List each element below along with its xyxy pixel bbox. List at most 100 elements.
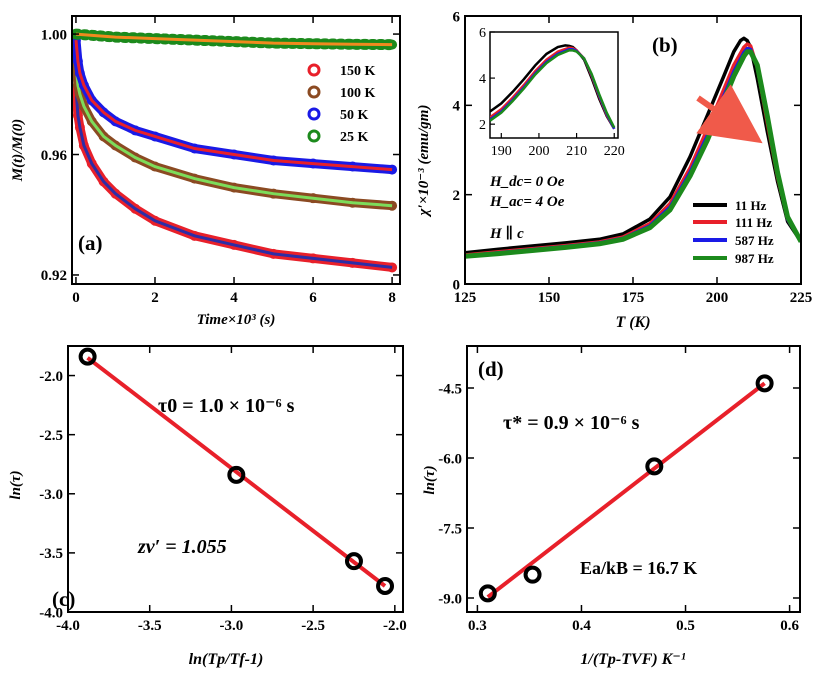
fit-line-150k [74, 88, 393, 269]
panel-a-y-tick-label: 0.96 [41, 148, 68, 164]
panel-d-y-label: ln(τ) [422, 465, 438, 494]
annotation-tau0: τ0 = 1.0 × 10⁻⁶ s [158, 395, 295, 417]
panel-b-x-tick-label: 150 [538, 290, 561, 306]
panel-d-y-tick-label: -4.5 [438, 381, 462, 397]
legend-label-25k: 25 K [340, 130, 369, 145]
panel-a-x-label: Time×10³ (s) [197, 312, 276, 328]
panel-a-x-tick-label: 0 [72, 290, 80, 306]
legend-label-150k: 150 K [340, 64, 376, 79]
legend-label-11hz: 11 Hz [735, 198, 767, 213]
panel-b-y-tick-label: 4 [453, 99, 461, 115]
panel-a-legend: 150 K 100 K 50 K 25 K [307, 63, 376, 145]
panel-c-x-tick-label: -2.5 [301, 618, 325, 634]
data-point-100k [130, 152, 141, 163]
annotation-hdc: H_dc= 0 Oe [489, 174, 565, 190]
data-point-150k [110, 188, 121, 199]
panel-c-x-tick-label: -3.0 [220, 618, 244, 634]
annotation-ea-kb: Ea/kB = 16.7 K [580, 558, 697, 578]
panel-a-x-tick-label: 2 [151, 290, 159, 306]
panel-d-x-label: 1/(Tp-TVF) K⁻¹ [580, 651, 685, 668]
panel-c-y-tick-label: -2.5 [39, 428, 63, 444]
inset-x-tick-label: 200 [528, 144, 549, 159]
inset-x-tick-label: 210 [566, 144, 587, 159]
inset-y-tick-label: 2 [479, 118, 486, 133]
panel-d-y-tick-label: -6.0 [438, 451, 462, 467]
data-point-150k [86, 158, 97, 169]
legend-marker-25k [307, 129, 321, 143]
inset-y-tick-label: 4 [479, 72, 486, 87]
panel-c: -4.0 -3.5 -3.0 -2.5 -2.0 -4.0 -3.5 -3.0 -2.5 -2.0… [8, 345, 407, 668]
legend-label-111hz: 111 Hz [735, 215, 772, 230]
panel-b-y-tick-label: 2 [453, 188, 461, 204]
inset-x-tick-label: 220 [604, 144, 625, 159]
panel-a-x-tick-label: 8 [388, 290, 396, 306]
panel-d-x-tick-label: 0.4 [572, 618, 591, 634]
panel-c-y-tick-label: -3.0 [39, 487, 63, 503]
panel-c-label: (c) [52, 587, 75, 611]
panel-c-x-tick-label: -2.0 [383, 618, 407, 634]
panel-a-frame [71, 15, 401, 285]
panel-d-x-tick-label: 0.3 [468, 618, 487, 634]
panel-c-y-tick-label: -3.5 [39, 546, 63, 562]
panel-d-data-point [645, 457, 664, 476]
annotation-hac: H_ac= 4 Oe [489, 194, 565, 210]
panel-b-inset: 190 200 210 220 2 4 6 [479, 26, 625, 159]
annotation-field-direction: H ∥ c [489, 225, 524, 242]
panel-d: 0.3 0.4 0.5 0.6 -9.0 -7.5 -6.0 -4.5 (d) τ* = 0.… [422, 345, 801, 668]
legend-label-587hz: 587 Hz [735, 233, 774, 248]
panel-c-frame [67, 345, 404, 613]
data-point-100k [110, 140, 121, 151]
inset-line-987hz [490, 49, 616, 129]
panel-b-legend: 11 Hz 111 Hz 587 Hz 987 Hz [693, 198, 774, 266]
data-point-100k [86, 116, 97, 127]
panel-b-x-label: T (K) [615, 314, 650, 331]
panel-a-y-label: M(t)/M(0) [10, 119, 26, 183]
panel-c-data-point [227, 465, 246, 484]
panel-c-y-label: ln(τ) [8, 470, 24, 499]
panel-b-x-tick-label: 225 [790, 290, 813, 306]
panel-c-x-label: ln(Tp/Tf-1) [189, 651, 264, 668]
data-point-50k [98, 107, 109, 118]
panel-b-x-tick-label: 125 [454, 290, 477, 306]
panel-c-y-tick-label: -2.0 [39, 369, 63, 385]
panel-c-fit-line [86, 356, 387, 588]
legend-label-100k: 100 K [340, 86, 376, 101]
fit-line-25k [75, 32, 393, 47]
panel-d-x-tick-label: 0.6 [780, 618, 799, 634]
panel-c-data-point [376, 576, 395, 595]
legend-label-50k: 50 K [340, 108, 369, 123]
panel-b-y-tick-label: 6 [453, 9, 461, 25]
panel-d-y-tick-label: -7.5 [438, 521, 462, 537]
data-point-100k [98, 131, 109, 142]
legend-marker-100k [307, 85, 321, 99]
panel-c-x-tick-label: -4.0 [56, 618, 80, 634]
panel-c-data-point [344, 552, 363, 571]
inset-y-tick-label: 6 [479, 26, 486, 41]
panel-a-label: (a) [78, 231, 103, 255]
panel-b-y-tick-label: 0 [453, 277, 461, 293]
panel-d-fit-line [486, 381, 766, 599]
data-point-50k [110, 116, 121, 127]
legend-marker-50k [307, 107, 321, 121]
panel-b-x-tick-label: 200 [706, 290, 729, 306]
fit-line-100k [74, 61, 393, 208]
data-point-150k [98, 176, 109, 187]
panel-b-y-label: χ′×10⁻³ (emu/gm) [416, 105, 432, 218]
data-point-150k [130, 203, 141, 214]
panel-a: 0 2 4 6 8 0.92 0.96 1.00 (a) 150 K 100 K 50 K 2… [10, 15, 401, 328]
panel-d-x-tick-label: 0.5 [676, 618, 695, 634]
panel-a-x-tick-label: 6 [309, 290, 317, 306]
annotation-znu: zν′ = 1.055 [137, 536, 227, 558]
trend-arrow [696, 84, 763, 144]
panel-d-data-point [523, 565, 542, 584]
data-point-50k [86, 95, 97, 106]
panel-b-label: (b) [652, 33, 678, 57]
panel-d-frame [466, 345, 801, 613]
panel-a-x-tick-label: 4 [230, 290, 238, 306]
annotation-tau-star: τ* = 0.9 × 10⁻⁶ s [503, 412, 640, 434]
inset-x-tick-label: 190 [491, 144, 512, 159]
panel-a-y-tick-label: 1.00 [41, 27, 67, 43]
legend-marker-150k [307, 63, 321, 77]
